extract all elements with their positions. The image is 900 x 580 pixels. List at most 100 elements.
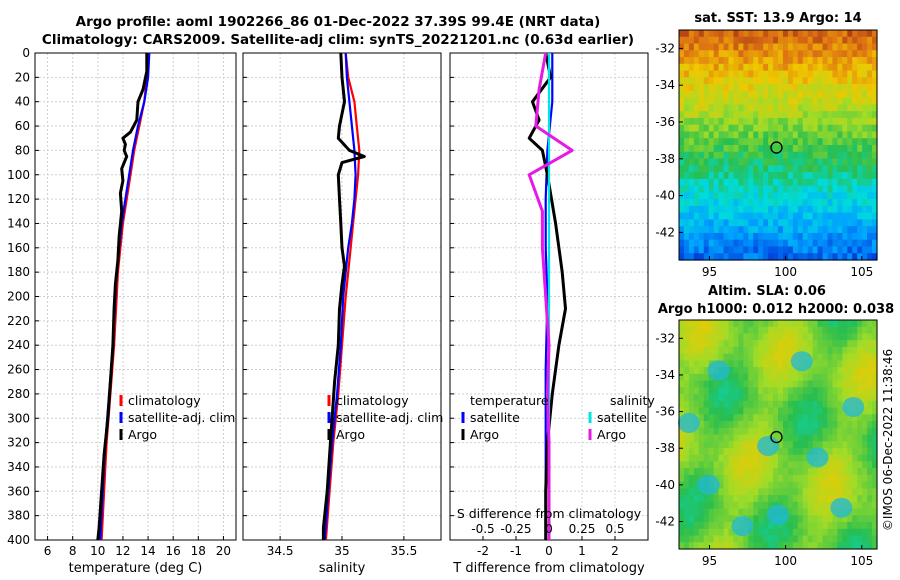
heatmap-cell (812, 407, 819, 415)
heatmap-cell (679, 77, 685, 85)
heatmap-cell (787, 481, 794, 489)
heatmap-cell (842, 373, 848, 382)
heatmap-cell (773, 57, 779, 65)
heatmap-cell (728, 387, 735, 395)
heatmap-cell (797, 84, 804, 92)
heatmap-cell (708, 394, 715, 402)
heatmap-cell (852, 253, 858, 261)
heatmap-cell (713, 488, 720, 496)
heatmap-cell (703, 50, 710, 58)
heatmap-cell (723, 158, 730, 166)
heatmap-cell (872, 407, 878, 415)
heatmap-cell (738, 373, 744, 382)
heatmap-cell (748, 414, 754, 422)
heatmap-cell (748, 333, 754, 341)
heatmap-cell (797, 414, 804, 422)
sla-map (677, 320, 878, 550)
heatmap-cell (812, 346, 819, 355)
heatmap-cell (693, 474, 700, 483)
heatmap-cell (723, 172, 730, 180)
heatmap-cell (802, 508, 809, 516)
heatmap-cell (872, 192, 878, 200)
heatmap-cell (778, 111, 784, 119)
heatmap-cell (743, 367, 749, 375)
heatmap-cell (773, 97, 779, 106)
heatmap-cell (708, 407, 715, 415)
heatmap-cell (797, 36, 804, 45)
heatmap-cell (857, 495, 863, 503)
heatmap-cell (857, 97, 863, 106)
heatmap-cell (842, 138, 848, 146)
heatmap-cell (683, 97, 690, 106)
heatmap-cell (802, 199, 809, 207)
heatmap-cell (778, 138, 784, 146)
heatmap-cell (797, 246, 804, 254)
heatmap-cell (872, 414, 878, 422)
heatmap-cell (733, 63, 739, 72)
heatmap-cell (713, 407, 720, 415)
heatmap-cell (778, 333, 784, 341)
heatmap-cell (743, 205, 749, 214)
heatmap-cell (703, 528, 710, 537)
heatmap-cell (792, 535, 799, 543)
heatmap-cell (867, 57, 873, 65)
y-tick-label: -34 (655, 368, 675, 382)
heatmap-cell (867, 124, 873, 133)
legend-label: Argo (470, 427, 499, 442)
heatmap-cell (797, 407, 804, 415)
heatmap-cell (718, 226, 725, 234)
heatmap-cell (832, 326, 838, 335)
heatmap-cell (683, 57, 690, 65)
heatmap-cell (862, 414, 868, 422)
heatmap-cell (773, 63, 779, 72)
heatmap-cell (733, 481, 739, 489)
heatmap-cell (787, 70, 794, 78)
heatmap-cell (792, 501, 799, 510)
heatmap-cell (852, 515, 858, 523)
heatmap-cell (852, 36, 858, 45)
heatmap-cell (683, 219, 690, 227)
heatmap-cell (683, 528, 690, 537)
heatmap-cell (792, 454, 799, 463)
heatmap-cell (782, 30, 789, 38)
heatmap-cell (763, 508, 769, 516)
heatmap-cell (852, 535, 858, 543)
heatmap-cell (852, 367, 858, 375)
heatmap-cell (693, 340, 700, 348)
heatmap-cell (703, 353, 710, 362)
heatmap-cell (713, 447, 720, 456)
heatmap-cell (852, 468, 858, 476)
heatmap-cell (683, 320, 690, 328)
heatmap-cell (797, 97, 804, 106)
heatmap-cell (733, 84, 739, 92)
heatmap-cell (778, 373, 784, 382)
heatmap-cell (797, 185, 804, 193)
heatmap-cell (693, 90, 700, 99)
heatmap-cell (792, 333, 799, 341)
heatmap-cell (822, 501, 829, 510)
heatmap-cell (679, 373, 685, 382)
heatmap-cell (748, 232, 754, 241)
heatmap-cell (807, 178, 814, 187)
heatmap-cell (862, 360, 868, 368)
heatmap-cell (787, 124, 794, 133)
heatmap-cell (703, 427, 710, 436)
heatmap-cell (787, 117, 794, 126)
heatmap-cell (703, 414, 710, 422)
heatmap-cell (738, 30, 744, 38)
heatmap-cell (683, 387, 690, 395)
heatmap-cell (847, 185, 853, 193)
heatmap-cell (758, 340, 764, 348)
heatmap-cell (807, 400, 814, 409)
heatmap-cell (713, 205, 720, 214)
heatmap-cell (688, 461, 695, 469)
heatmap-cell (748, 501, 754, 510)
heatmap-cell (782, 400, 789, 409)
heatmap-cell (817, 421, 824, 429)
heatmap-cell (698, 373, 705, 382)
heatmap-cell (758, 528, 764, 537)
heatmap-cell (802, 239, 809, 248)
heatmap-cell (763, 50, 769, 58)
heatmap-cell (723, 63, 730, 72)
heatmap-cell (768, 97, 774, 106)
